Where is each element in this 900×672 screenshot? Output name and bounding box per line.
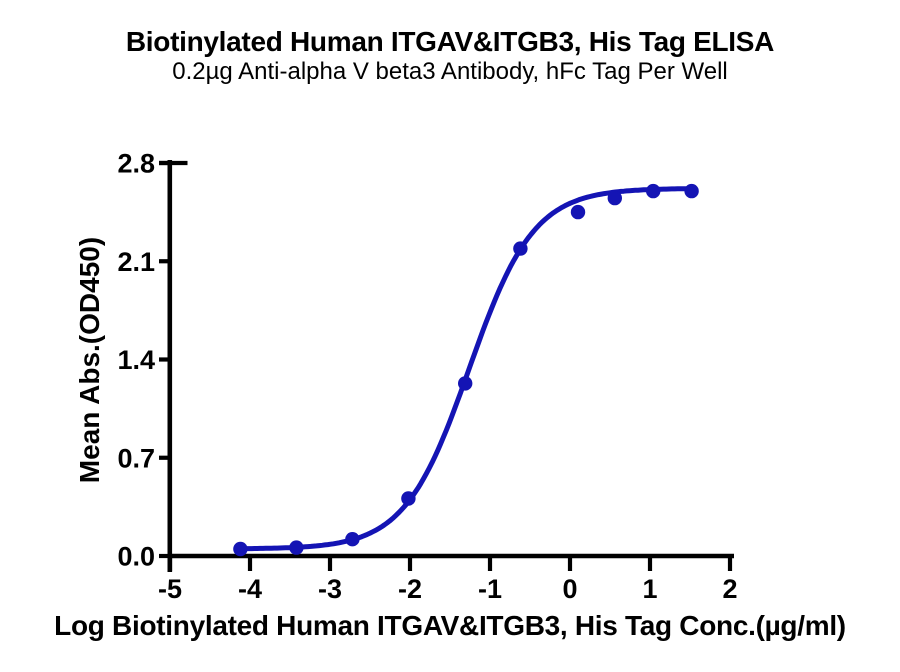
- data-point: [684, 183, 699, 199]
- x-tick-label: -2: [398, 574, 422, 604]
- x-tick-label: 1: [642, 574, 657, 604]
- x-tick-label: -1: [478, 574, 502, 604]
- x-tick-label: -4: [238, 574, 262, 604]
- data-point: [607, 190, 622, 206]
- y-tick-label: 0.0: [117, 542, 155, 572]
- y-tick-label: 1.4: [117, 345, 155, 375]
- data-point: [646, 183, 661, 199]
- x-tick-label: -3: [318, 574, 342, 604]
- data-point: [233, 541, 248, 557]
- data-point: [458, 376, 473, 391]
- x-tick-label: 0: [562, 574, 577, 604]
- chart-title: Biotinylated Human ITGAV&ITGB3, His Tag …: [125, 26, 775, 57]
- x-tick-label: 2: [722, 574, 737, 604]
- data-point: [513, 241, 528, 256]
- x-axis-label: Log Biotinylated Human ITGAV&ITGB3, His …: [54, 610, 846, 641]
- fit-curve: [237, 186, 695, 552]
- data-point: [345, 532, 360, 547]
- y-tick-label: 2.1: [117, 247, 155, 277]
- data-point: [401, 491, 416, 506]
- x-tick-label: -5: [158, 574, 182, 604]
- data-point: [570, 204, 586, 220]
- data-point: [289, 540, 304, 555]
- y-tick-label: 0.7: [117, 443, 155, 473]
- y-tick-label: 2.8: [117, 149, 155, 179]
- chart-subtitle: 0.2µg Anti-alpha V beta3 Antibody, hFc T…: [172, 58, 728, 85]
